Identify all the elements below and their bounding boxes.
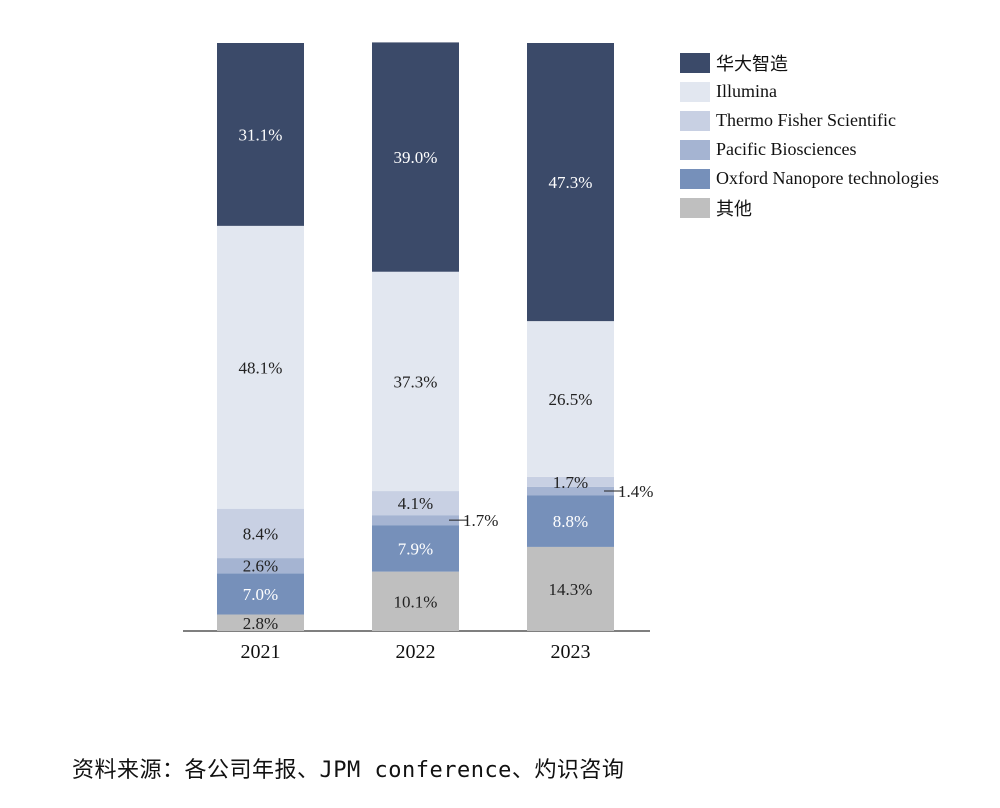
legend-item: Thermo Fisher Scientific <box>680 106 939 135</box>
source-note: 资料来源：各公司年报、JPM conference、灼识咨询 <box>72 758 625 783</box>
data-label: 47.3% <box>549 173 593 192</box>
legend-item: 华大智造 <box>680 48 939 77</box>
bar-segment <box>527 43 614 322</box>
data-label: 2.6% <box>243 557 278 576</box>
bar-segment <box>217 43 304 226</box>
legend-swatch <box>680 110 710 131</box>
data-label: 7.9% <box>398 539 433 558</box>
x-tick-label: 2021 <box>241 641 281 663</box>
legend-label: Pacific Biosciences <box>716 139 857 159</box>
data-label: 14.3% <box>549 580 593 599</box>
bar-segment <box>372 491 459 516</box>
chart-legend: 华大智造 Illumina Thermo Fisher Scientific Paci… <box>680 48 939 222</box>
data-label: 4.1% <box>398 494 433 513</box>
data-label: 26.5% <box>549 390 593 409</box>
x-tick-label: 2023 <box>551 641 591 663</box>
data-label: 2.8% <box>243 614 278 633</box>
legend-swatch <box>680 139 710 160</box>
bar-segment <box>527 546 614 631</box>
legend-swatch <box>680 168 710 189</box>
legend-item: Oxford Nanopore technologies <box>680 164 939 193</box>
legend-label: Thermo Fisher Scientific <box>716 110 896 130</box>
data-label: 1.7% <box>463 511 498 530</box>
legend-label: 华大智造 <box>716 53 788 74</box>
legend-item: Pacific Biosciences <box>680 135 939 164</box>
legend-label: Illumina <box>716 81 777 101</box>
legend-item: 其他 <box>680 193 939 222</box>
legend-item: Illumina <box>680 77 939 106</box>
bar-segment <box>217 573 304 615</box>
bar-segment <box>217 558 304 574</box>
bar-segment <box>372 571 459 631</box>
bar-segment <box>527 476 614 487</box>
data-label: 7.0% <box>243 585 278 604</box>
legend-swatch <box>680 197 710 218</box>
bar-segment <box>372 42 459 272</box>
legend-swatch <box>680 81 710 102</box>
bar-segment <box>527 486 614 496</box>
data-label: 8.4% <box>243 524 278 543</box>
data-label: 8.8% <box>553 512 588 531</box>
bar-segment <box>217 614 304 631</box>
data-label: 10.1% <box>394 592 438 611</box>
bar-segment <box>527 495 614 547</box>
bar-segment <box>372 271 459 492</box>
data-label: 1.4% <box>618 482 653 501</box>
bar-segment <box>372 525 459 572</box>
data-label: 1.7% <box>553 473 588 492</box>
data-label: 48.1% <box>239 358 283 377</box>
bar-segment <box>217 225 304 509</box>
legend-label: 其他 <box>716 198 752 219</box>
bar-segment <box>372 515 459 526</box>
data-label: 37.3% <box>394 372 438 391</box>
bar-segment <box>217 508 304 559</box>
data-label: 39.0% <box>394 148 438 167</box>
legend-label: Oxford Nanopore technologies <box>716 168 939 188</box>
data-label: 31.1% <box>239 125 283 144</box>
x-tick-label: 2022 <box>396 641 436 663</box>
legend-swatch <box>680 52 710 73</box>
bar-segment <box>527 321 614 477</box>
